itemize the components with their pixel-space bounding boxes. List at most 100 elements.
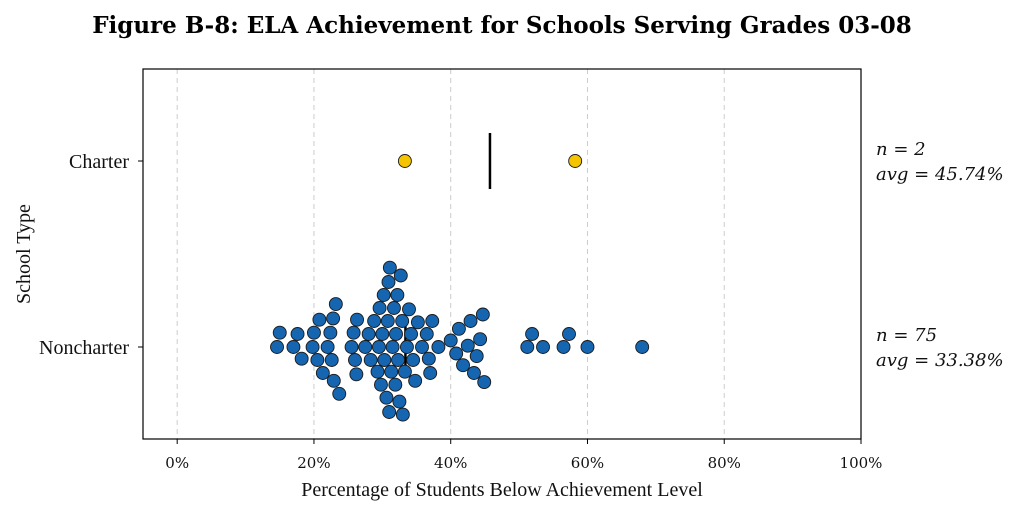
data-point xyxy=(290,327,305,341)
data-point xyxy=(372,301,387,315)
data-point xyxy=(374,377,388,392)
data-point xyxy=(477,375,492,390)
data-point xyxy=(382,260,397,275)
data-point xyxy=(379,390,394,405)
data-point xyxy=(635,340,650,354)
data-point xyxy=(475,307,490,322)
data-point xyxy=(393,268,408,283)
y-axis-label: School Type xyxy=(13,204,35,304)
data-point xyxy=(391,353,406,367)
group-count-label: n = 75 xyxy=(876,325,937,346)
data-point xyxy=(381,275,396,289)
data-point xyxy=(456,358,470,373)
data-point xyxy=(387,301,401,315)
data-point xyxy=(367,314,382,328)
data-point xyxy=(380,314,395,328)
x-tick-label: 20% xyxy=(297,454,330,472)
data-point xyxy=(377,353,392,367)
group-annotations: n = 2 avg = 45.74% n = 75 avg = 33.38% xyxy=(876,139,1004,371)
y-axis-categories: Charter Noncharter xyxy=(39,151,143,359)
x-tick-label: 0% xyxy=(165,454,189,472)
data-point xyxy=(556,340,571,354)
data-point xyxy=(469,349,484,364)
data-point xyxy=(395,314,410,328)
y-category-label: Noncharter xyxy=(39,337,129,359)
data-point xyxy=(270,340,284,354)
data-point xyxy=(348,353,362,367)
data-point xyxy=(320,340,335,354)
data-point xyxy=(312,312,327,327)
data-point xyxy=(385,340,400,354)
data-point xyxy=(388,377,403,392)
data-point xyxy=(392,394,407,409)
plot-frame xyxy=(142,68,862,440)
data-point xyxy=(520,340,535,354)
data-point xyxy=(397,364,412,379)
data-point xyxy=(349,367,364,382)
data-point xyxy=(408,373,423,388)
data-point xyxy=(350,312,364,327)
data-point xyxy=(310,353,325,367)
x-tick-label: 60% xyxy=(571,454,604,472)
data-point xyxy=(323,325,338,340)
data-point xyxy=(389,327,403,341)
data-point xyxy=(467,366,481,380)
data-point xyxy=(568,154,583,168)
group-average-label: avg = 33.38% xyxy=(876,350,1004,371)
data-point xyxy=(326,311,341,326)
data-point xyxy=(286,340,301,354)
data-point xyxy=(415,340,429,354)
data-point xyxy=(376,288,391,302)
data-point xyxy=(324,353,339,367)
data-point xyxy=(346,325,361,340)
data-point xyxy=(272,325,287,340)
x-tick-label: 40% xyxy=(434,454,467,472)
data-point xyxy=(423,366,438,380)
data-point xyxy=(400,340,414,354)
group-count-label: n = 2 xyxy=(876,139,926,160)
data-point xyxy=(419,327,434,341)
data-point xyxy=(332,386,347,401)
data-point xyxy=(305,340,320,354)
data-point xyxy=(460,338,475,353)
data-point xyxy=(421,351,436,366)
data-point xyxy=(315,366,330,380)
data-point xyxy=(410,315,425,330)
data-point xyxy=(326,373,341,388)
data-point xyxy=(328,297,343,312)
data-point xyxy=(344,340,359,354)
data-point xyxy=(562,327,576,341)
x-tick-label: 100% xyxy=(840,454,883,472)
data-points xyxy=(270,154,650,422)
group-average-label: avg = 45.74% xyxy=(876,164,1004,185)
data-point xyxy=(449,346,464,361)
data-point xyxy=(390,288,405,302)
data-point xyxy=(402,302,416,317)
data-point xyxy=(382,405,397,419)
data-point xyxy=(580,340,595,354)
x-tick-label: 80% xyxy=(708,454,741,472)
data-point xyxy=(451,321,466,336)
data-point xyxy=(358,340,373,354)
data-point xyxy=(375,327,390,341)
data-point xyxy=(307,325,321,340)
data-point xyxy=(361,327,376,341)
chart-title: Figure B-8: ELA Achievement for Schools … xyxy=(92,12,912,39)
data-point xyxy=(395,407,410,422)
data-point xyxy=(404,327,419,341)
x-axis-ticks: 0% 20% 40% 60% 80% 100% xyxy=(165,439,882,472)
data-point xyxy=(294,351,309,366)
x-axis-label: Percentage of Students Below Achievement… xyxy=(301,479,703,501)
data-point xyxy=(363,353,378,367)
data-point xyxy=(370,364,385,379)
data-point xyxy=(473,332,488,347)
data-point xyxy=(397,154,412,168)
data-point xyxy=(406,353,421,367)
data-point xyxy=(525,327,540,341)
data-point xyxy=(384,364,399,379)
data-point xyxy=(425,314,440,328)
y-category-label: Charter xyxy=(69,151,129,173)
data-point xyxy=(371,340,386,354)
grid-lines xyxy=(176,69,862,439)
